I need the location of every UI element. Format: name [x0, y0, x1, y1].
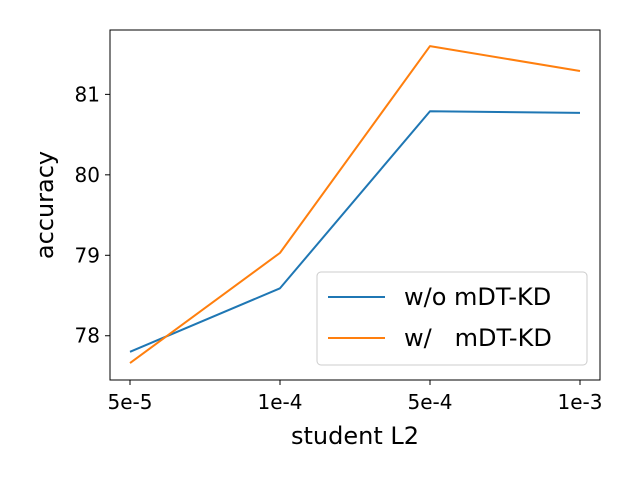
y-tick-label: 78 — [75, 324, 100, 348]
legend-box — [316, 271, 588, 366]
legend: w/o mDT-KD w/ mDT-KD — [316, 271, 588, 366]
axes-layer — [109, 29, 601, 381]
series-line-1 — [129, 45, 581, 364]
y-axis-label: accuracy — [31, 151, 59, 259]
y-tick-label: 81 — [75, 82, 100, 106]
legend-label-wo-mdt-kd: w/o mDT-KD — [404, 283, 551, 311]
x-tick-label: 1e-3 — [558, 390, 603, 414]
y-tick-label: 80 — [75, 163, 100, 187]
series-layer — [129, 45, 581, 364]
x-ticks: 5e-5 1e-4 5e-4 1e-3 — [108, 380, 603, 414]
x-axis-label: student L2 — [291, 422, 419, 450]
x-tick-label: 5e-4 — [408, 390, 453, 414]
y-ticks: 78 79 80 81 — [75, 82, 110, 348]
legend-label-w-mdt-kd: w/ mDT-KD — [404, 324, 552, 352]
series-line-0 — [129, 110, 581, 353]
plot-frame — [109, 29, 601, 381]
x-tick-label: 1e-4 — [258, 390, 303, 414]
y-tick-label: 79 — [75, 243, 100, 267]
x-tick-label: 5e-5 — [108, 390, 153, 414]
